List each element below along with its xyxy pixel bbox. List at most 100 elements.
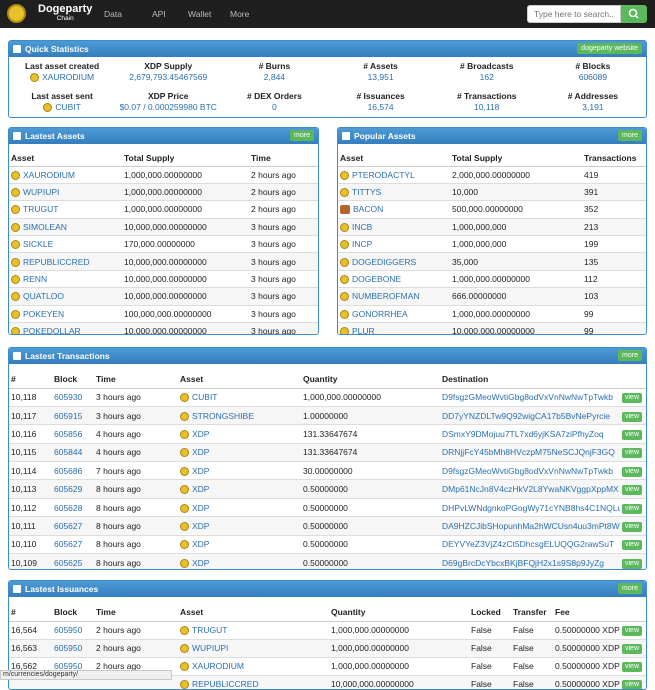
cell-link[interactable]: D9fsgzGMeoWvtiGbg8odVxVnNwNwTpTwkb xyxy=(442,392,614,403)
cell-link[interactable]: CUBIT xyxy=(192,392,218,403)
cell-link[interactable]: 605686 xyxy=(54,465,83,476)
cell-link[interactable]: DOGEDIGGERS xyxy=(352,256,417,267)
column-header: Asset xyxy=(338,150,450,167)
website-button[interactable]: dogeparty website xyxy=(577,43,642,54)
brand[interactable]: Dogeparty Chain xyxy=(38,4,92,23)
search-input[interactable] xyxy=(527,5,621,23)
cell-link[interactable]: XDP xyxy=(192,520,210,531)
view-button[interactable]: view xyxy=(622,662,643,672)
table-cell: 2,000,000.00000000 xyxy=(450,165,582,184)
cell-link[interactable]: 605915 xyxy=(54,410,83,421)
view-button[interactable]: view xyxy=(622,521,643,532)
more-button[interactable]: more xyxy=(290,130,314,141)
more-button[interactable]: more xyxy=(618,130,642,141)
cell-link[interactable]: 605844 xyxy=(54,447,83,458)
cell-link[interactable]: INCP xyxy=(352,239,373,250)
view-button[interactable]: view xyxy=(622,680,643,689)
cell-link[interactable]: XDP xyxy=(192,557,210,568)
cell-link[interactable]: SICKLE xyxy=(23,239,54,250)
cell-link[interactable]: XDP xyxy=(192,465,210,476)
logo[interactable] xyxy=(7,4,26,23)
cell-link[interactable]: DOGEBONE xyxy=(352,274,402,285)
cell-link[interactable]: DMp61NcJn8V4czHkV2L8YwaNKVggpXppMX xyxy=(442,484,619,495)
cell-link[interactable]: POKEYEN xyxy=(23,308,65,319)
view-button[interactable]: view xyxy=(622,393,643,404)
cell-link[interactable]: 605930 xyxy=(54,392,83,403)
view-button[interactable]: view xyxy=(622,466,643,477)
cell-link[interactable]: 605950 xyxy=(54,625,83,635)
cell-link[interactable]: 605627 xyxy=(54,539,83,550)
cell-link[interactable]: D69gBrcDcYbcxBKjBFQjH2x1s9S8p9JyZg xyxy=(442,557,605,568)
cell-link[interactable]: PLUR xyxy=(352,326,375,335)
cell-link[interactable]: 605950 xyxy=(54,661,83,671)
cell-link[interactable]: XDP xyxy=(192,447,210,458)
view-button[interactable]: view xyxy=(622,448,643,459)
menu-wallet[interactable]: Wallet xyxy=(188,9,212,19)
cell-link[interactable]: REPUBLICCRED xyxy=(23,256,90,267)
cell-link[interactable]: DRNjjFcY45bMh8HVczpM75NeSCJQnjF3GQ xyxy=(442,447,615,458)
cell-link[interactable]: DHPvLWNdgnkoPGogWy71cYNB8hs4C1NQLu xyxy=(442,502,620,513)
cell-link[interactable]: WUPIUPI xyxy=(192,643,229,653)
view-button[interactable]: view xyxy=(622,644,643,654)
view-button[interactable]: view xyxy=(622,540,643,551)
view-button[interactable]: view xyxy=(622,503,643,514)
table-cell: 666.00000000 xyxy=(450,287,582,306)
cell-text: 1,000,000,000 xyxy=(452,221,507,232)
cell-link[interactable]: 605628 xyxy=(54,502,83,513)
stat-value[interactable]: CUBIT xyxy=(55,102,81,112)
menu-api[interactable]: API xyxy=(152,9,166,19)
cell-link[interactable]: STRONGSHIBE xyxy=(192,410,254,421)
cell-link[interactable]: XDP xyxy=(192,502,210,513)
stat-value[interactable]: 3,191 xyxy=(582,102,604,112)
stat-value[interactable]: 13,951 xyxy=(367,72,394,82)
more-button[interactable]: more xyxy=(618,583,642,594)
cell-link[interactable]: GONORRHEA xyxy=(352,308,408,319)
stat-value[interactable]: 16,574 xyxy=(367,102,394,112)
search-button[interactable] xyxy=(621,5,647,23)
menu-data[interactable]: Data xyxy=(104,9,122,19)
cell-link[interactable]: PTERODACTYL xyxy=(352,169,415,180)
cell-link[interactable]: 605627 xyxy=(54,520,83,531)
view-button[interactable]: view xyxy=(622,626,643,636)
stat-value[interactable]: XAURODIUM xyxy=(42,72,95,82)
view-button[interactable]: view xyxy=(622,411,643,422)
stat-value[interactable]: 2,844 xyxy=(263,72,286,82)
cell-link[interactable]: DSmxY9DMojuu7TL7xd6yjKSA7ziPfhyZoq xyxy=(442,428,604,439)
stat-value[interactable]: 2,679,793.45467569 xyxy=(129,72,208,82)
cell-link[interactable]: XDP xyxy=(192,428,210,439)
cell-link[interactable]: RENN xyxy=(23,274,48,285)
cell-link[interactable]: TITTYS xyxy=(352,187,382,198)
cell-link[interactable]: 605950 xyxy=(54,643,83,653)
cell-link[interactable]: WUPIUPI xyxy=(23,187,60,198)
cell-link[interactable]: 605629 xyxy=(54,484,83,495)
view-button[interactable]: view xyxy=(622,558,643,569)
cell-link[interactable]: D9fsgzGMeoWvtiGbg8odVxVnNwNwTpTwkb xyxy=(442,465,614,476)
stat-value[interactable]: 162 xyxy=(479,72,494,82)
cell-link[interactable]: DD7yYNZDLTw9Q92wigCA17b5BvNePyrcie xyxy=(442,410,611,421)
cell-link[interactable]: XAURODIUM xyxy=(192,661,244,671)
cell-link[interactable]: 605625 xyxy=(54,557,83,568)
view-button[interactable]: view xyxy=(622,429,643,440)
cell-link[interactable]: XDP xyxy=(192,539,210,550)
cell-link[interactable]: TRUGUT xyxy=(192,625,228,635)
menu-more[interactable]: More xyxy=(230,9,250,19)
cell-link[interactable]: REPUBLICCRED xyxy=(192,679,259,690)
stat-value[interactable]: $0.07 / 0.000259980 BTC xyxy=(119,102,217,112)
cell-link[interactable]: SIMOLEAN xyxy=(23,221,67,232)
cell-link[interactable]: XDP xyxy=(192,484,210,495)
stat-value[interactable]: 10,118 xyxy=(474,102,500,112)
cell-link[interactable]: NUMBEROFMAN xyxy=(352,291,420,302)
cell-link[interactable]: XAURODIUM xyxy=(23,169,75,180)
cell-link[interactable]: 605856 xyxy=(54,428,83,439)
cell-link[interactable]: TRUGUT xyxy=(23,204,59,215)
cell-link[interactable]: POKEDOLLAR xyxy=(23,326,81,335)
cell-link[interactable]: DEYVYeZ3VjZ4zCt5DhcsgELUQQG2rawSuT xyxy=(442,539,615,550)
cell-link[interactable]: INCB xyxy=(352,221,373,232)
cell-link[interactable]: QUATLOO xyxy=(23,291,64,302)
cell-link[interactable]: BACON xyxy=(353,204,384,215)
stat-value[interactable]: 606089 xyxy=(578,72,608,82)
stat-value[interactable]: 0 xyxy=(272,102,277,112)
view-button[interactable]: view xyxy=(622,485,643,496)
more-button[interactable]: more xyxy=(618,350,642,361)
cell-link[interactable]: DA9HZCJibSHopunhMa2hWCUsn4uu3mPt8W xyxy=(442,520,620,531)
